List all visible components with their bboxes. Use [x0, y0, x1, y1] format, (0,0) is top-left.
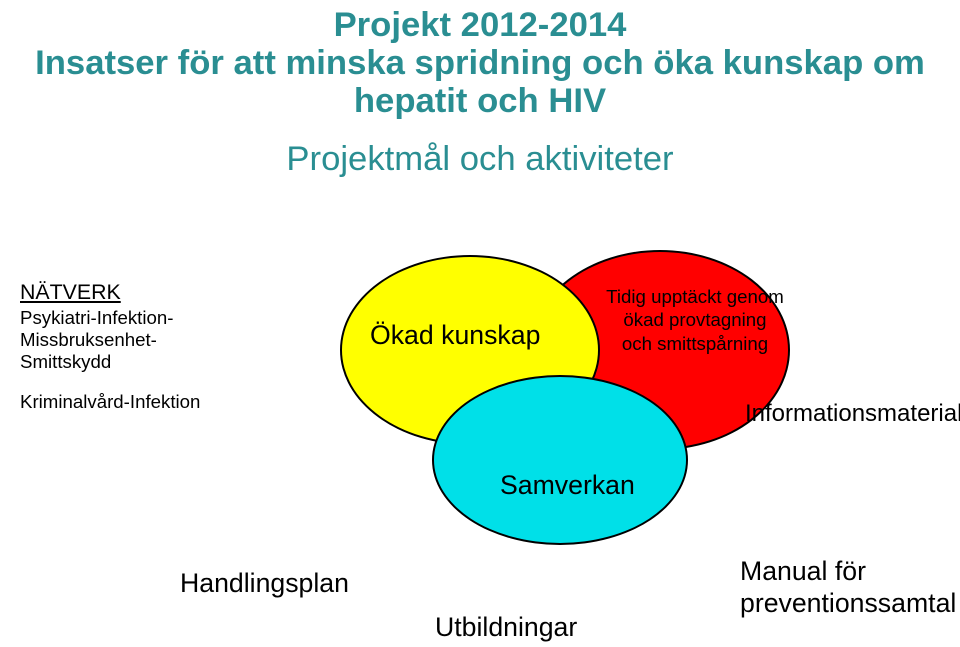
- venn-yellow-label: Ökad kunskap: [370, 320, 540, 351]
- info-material-label: Informationsmaterial: [745, 400, 960, 428]
- venn-red-label-line3: och smittspårning: [595, 332, 795, 355]
- network-block: NÄTVERK Psykiatri-Infektion- Missbruksen…: [20, 280, 250, 413]
- slide-stage: Projekt 2012-2014 Insatser för att minsk…: [0, 0, 960, 647]
- network-line-2: Missbruksenhet-: [20, 329, 250, 351]
- project-title-line1: Projekt 2012-2014: [0, 6, 960, 45]
- manual-label-line2: preventionssamtal: [740, 587, 956, 619]
- project-title-line2: Insatser för att minska spridning och ök…: [0, 44, 960, 83]
- trainings-label: Utbildningar: [435, 612, 577, 643]
- venn-circle-cyan: [432, 375, 688, 545]
- network-line-3: Smittskydd: [20, 351, 250, 373]
- action-plan-label: Handlingsplan: [180, 568, 349, 599]
- venn-red-label-line2: ökad provtagning: [595, 308, 795, 331]
- network-heading: NÄTVERK: [20, 280, 250, 305]
- manual-label-line1: Manual för: [740, 555, 956, 587]
- manual-label: Manual för preventionssamtal: [740, 555, 956, 619]
- project-subtitle: Projektmål och aktiviteter: [0, 140, 960, 179]
- network-line-1: Psykiatri-Infektion-: [20, 307, 250, 329]
- venn-red-label: Tidig upptäckt genom ökad provtagning oc…: [595, 285, 795, 355]
- venn-red-label-line1: Tidig upptäckt genom: [595, 285, 795, 308]
- network-line-4: Kriminalvård-Infektion: [20, 391, 250, 413]
- project-title-line3: hepatit och HIV: [0, 82, 960, 121]
- venn-cyan-label: Samverkan: [500, 470, 635, 501]
